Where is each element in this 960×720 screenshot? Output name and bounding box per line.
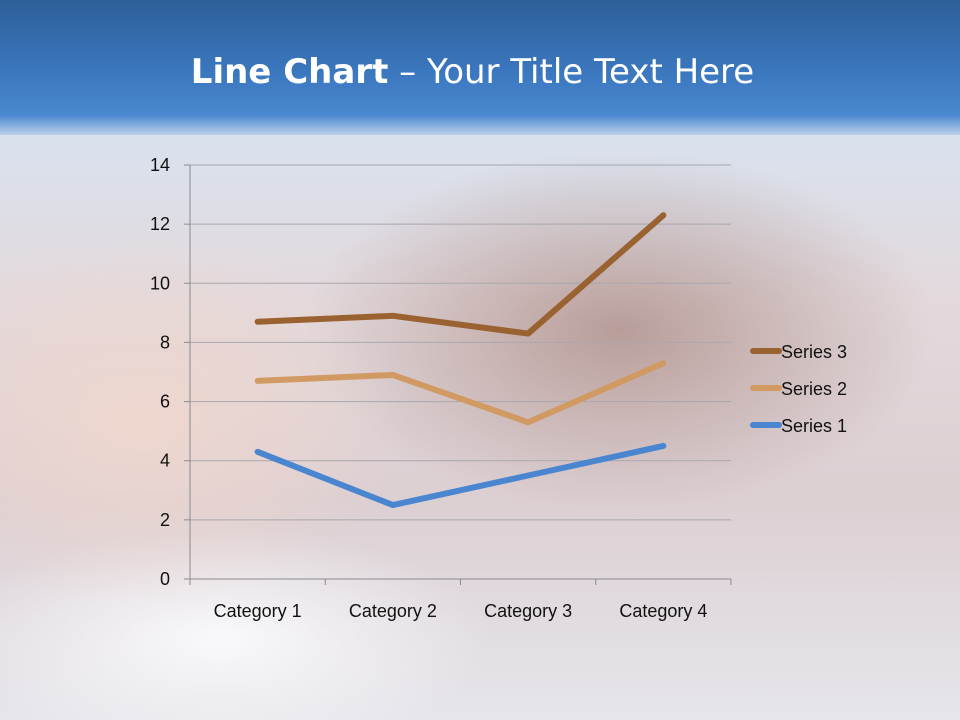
legend-label: Series 1 — [781, 416, 847, 436]
series-line-1 — [254, 442, 667, 509]
y-tick-label: 12 — [150, 214, 170, 234]
y-tick-label: 2 — [160, 510, 170, 530]
y-tick-label: 14 — [150, 155, 170, 175]
x-tick-label: Category 2 — [349, 601, 437, 621]
legend-label: Series 2 — [781, 379, 847, 399]
legend-label: Series 3 — [781, 342, 847, 362]
x-tick-label: Category 3 — [484, 601, 572, 621]
title-bold: Line Chart — [190, 52, 389, 92]
series-line-3 — [254, 212, 667, 337]
title-band — [0, 0, 960, 135]
y-tick-label: 10 — [150, 273, 170, 293]
x-tick-label: Category 4 — [619, 601, 707, 621]
x-tick-label: Category 1 — [214, 601, 302, 621]
y-tick-label: 6 — [160, 392, 170, 412]
title-rest: – Your Title Text Here — [388, 52, 755, 92]
y-tick-label: 8 — [160, 332, 170, 352]
y-tick-label: 0 — [160, 569, 170, 589]
slide-title: Line Chart – Your Title Text Here — [0, 52, 945, 92]
series-line-2 — [254, 360, 667, 426]
y-tick-label: 4 — [160, 451, 170, 471]
